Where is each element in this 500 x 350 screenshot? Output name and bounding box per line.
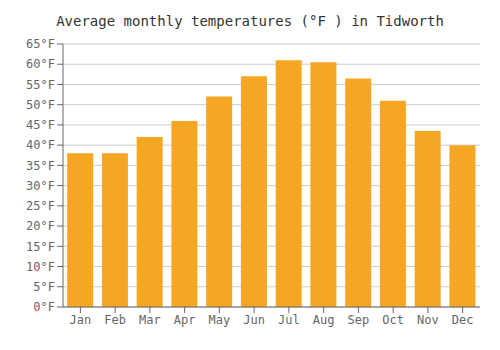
svg-text:Oct: Oct: [382, 313, 404, 327]
svg-text:Sep: Sep: [348, 313, 370, 327]
svg-text:15°F: 15°F: [26, 240, 55, 254]
svg-text:60°F: 60°F: [26, 57, 55, 71]
svg-text:50°F: 50°F: [26, 98, 55, 112]
svg-text:55°F: 55°F: [26, 78, 55, 92]
html-text:Average monthly temperatures (: Average monthly temperatures (°F ) in Ti…: [56, 13, 444, 29]
svg-text:5°F: 5°F: [33, 280, 55, 294]
svg-text:Jul: Jul: [278, 313, 300, 327]
svg-text:65°F: 65°F: [26, 37, 55, 51]
svg-text:10°F: 10°F: [26, 260, 55, 274]
svg-text:0°F: 0°F: [33, 300, 55, 314]
svg-text:Jun: Jun: [243, 313, 265, 327]
svg-text:Mar: Mar: [139, 313, 161, 327]
svg-text:Feb: Feb: [104, 313, 126, 327]
svg-text:Aug: Aug: [313, 313, 335, 327]
svg-text:45°F: 45°F: [26, 118, 55, 132]
svg-text:Dec: Dec: [452, 313, 474, 327]
svg-text:May: May: [209, 313, 231, 327]
svg-text:Apr: Apr: [174, 313, 196, 327]
svg-text:Nov: Nov: [417, 313, 439, 327]
svg-text:20°F: 20°F: [26, 219, 55, 233]
svg-text:35°F: 35°F: [26, 159, 55, 173]
svg-text:Jan: Jan: [70, 313, 92, 327]
svg-text:40°F: 40°F: [26, 138, 55, 152]
svg-text:25°F: 25°F: [26, 199, 55, 213]
svg-text:30°F: 30°F: [26, 179, 55, 193]
